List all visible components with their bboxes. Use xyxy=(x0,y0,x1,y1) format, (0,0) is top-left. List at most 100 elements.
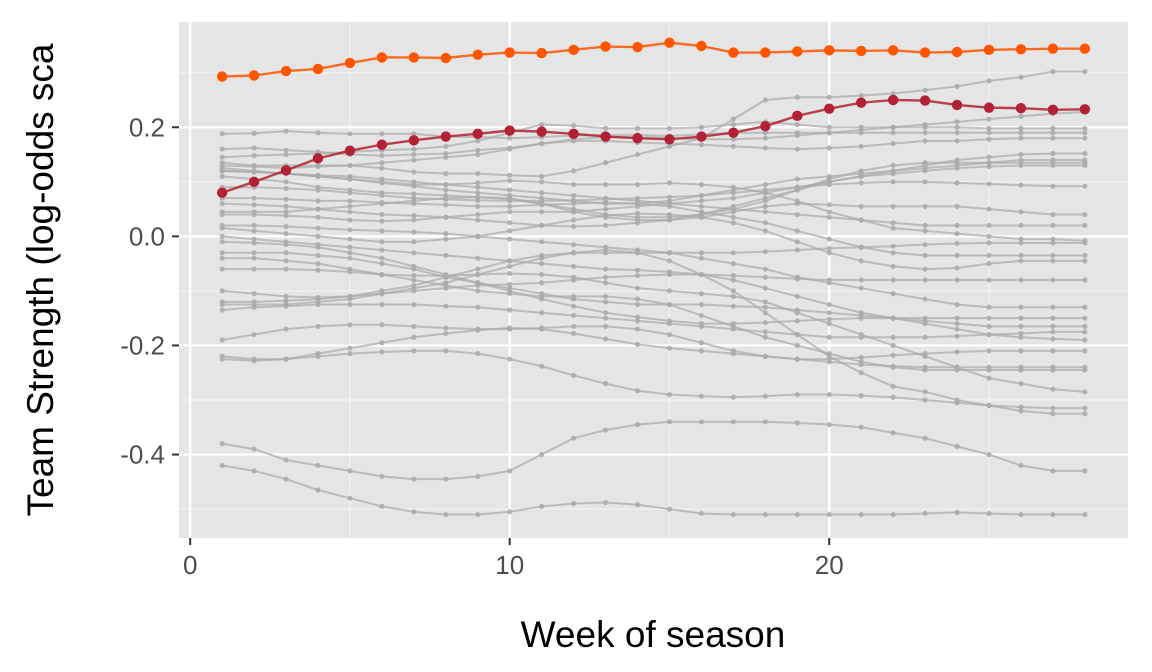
background-series-point xyxy=(954,130,960,136)
background-series-point xyxy=(954,180,960,186)
background-series-point xyxy=(315,172,321,178)
background-series-point xyxy=(219,255,225,261)
highlighted-series-point xyxy=(919,95,931,106)
background-series-point xyxy=(730,250,736,256)
highlighted-series-point xyxy=(951,99,963,111)
background-series-point xyxy=(539,198,545,204)
background-series-point xyxy=(922,222,928,229)
background-series-point xyxy=(986,323,992,329)
background-series-point xyxy=(730,303,736,309)
background-series-point xyxy=(698,419,705,425)
highlighted-series-point xyxy=(344,145,356,156)
background-series-point xyxy=(539,310,545,316)
background-series-point xyxy=(826,321,832,327)
highlighted-series-point xyxy=(568,128,579,140)
background-series-point xyxy=(475,138,481,144)
background-series-point xyxy=(890,171,896,177)
background-series-point xyxy=(219,307,225,313)
highlighted-series-point xyxy=(536,47,547,59)
background-series-point xyxy=(954,252,960,259)
background-series-point xyxy=(858,180,864,186)
background-series-point xyxy=(634,301,641,308)
background-series-point xyxy=(219,225,225,231)
background-series-point xyxy=(954,222,960,229)
background-series-point xyxy=(411,146,417,152)
background-series-line xyxy=(221,420,1085,481)
background-series-point xyxy=(666,391,673,398)
background-series-point xyxy=(986,154,992,160)
background-series-point xyxy=(890,263,896,269)
background-series-point xyxy=(379,271,385,278)
background-series-line xyxy=(222,249,1085,415)
background-series-point xyxy=(539,121,545,128)
background-series-point xyxy=(762,228,768,234)
background-series-point xyxy=(730,261,736,267)
background-series-point xyxy=(634,502,641,508)
background-series-point xyxy=(858,168,864,174)
background-series-point xyxy=(602,499,609,506)
background-series-point xyxy=(507,146,513,152)
background-series-point xyxy=(698,203,705,209)
background-series-point xyxy=(379,160,385,166)
background-series-point xyxy=(1082,405,1088,411)
background-series-point xyxy=(443,476,449,482)
background-series-point xyxy=(219,211,225,218)
background-series-point xyxy=(379,503,385,509)
background-series-point xyxy=(411,229,417,235)
background-series-point xyxy=(890,363,896,369)
highlighted-series-point xyxy=(504,47,515,58)
background-series-point xyxy=(219,250,225,256)
background-series-point xyxy=(858,244,864,250)
background-series-point xyxy=(443,325,449,331)
background-series-point xyxy=(730,293,736,299)
background-series-line xyxy=(222,349,1085,410)
background-series-point xyxy=(890,277,896,283)
background-series-line xyxy=(222,130,1085,140)
background-series-line xyxy=(222,152,1085,223)
highlighted-series-point xyxy=(1079,104,1091,115)
background-series-point xyxy=(666,125,673,131)
background-series-point xyxy=(986,331,992,338)
background-series-point xyxy=(411,151,417,158)
background-series-point xyxy=(443,187,449,193)
background-series-point xyxy=(890,430,896,436)
background-series-point xyxy=(1018,209,1024,215)
background-series-point xyxy=(219,168,225,174)
background-series-point xyxy=(1050,252,1056,259)
background-series-point xyxy=(602,222,609,229)
background-series-point xyxy=(698,321,705,327)
background-series-point xyxy=(602,310,609,316)
background-series-point xyxy=(347,269,353,275)
background-series-point xyxy=(347,250,353,256)
background-series-point xyxy=(986,510,992,517)
background-series-point xyxy=(251,250,257,256)
background-series-point xyxy=(762,511,768,518)
background-series-line xyxy=(222,196,1085,221)
background-series-point xyxy=(986,252,992,259)
background-series-point xyxy=(251,211,257,218)
background-series-point xyxy=(730,277,736,283)
background-series-point xyxy=(730,394,736,400)
background-series-point xyxy=(475,327,481,333)
background-series-point xyxy=(219,201,225,207)
highlighted-series-point xyxy=(312,63,324,75)
highlighted-series-point xyxy=(280,65,292,77)
background-series-point xyxy=(219,462,225,469)
highlighted-series-point xyxy=(504,125,515,136)
background-series-point xyxy=(826,214,832,220)
highlighted-series-point xyxy=(408,135,420,146)
highlighted-series-point xyxy=(440,52,452,64)
background-series-point xyxy=(890,291,896,297)
background-series-point xyxy=(251,236,257,242)
background-series-point xyxy=(1082,323,1088,329)
background-series-point xyxy=(762,285,768,291)
background-series-point xyxy=(922,121,928,128)
background-series-point xyxy=(730,419,736,425)
background-series-point xyxy=(890,130,896,136)
background-series-point xyxy=(571,263,577,269)
background-series-point xyxy=(858,258,864,264)
highlighted-series-point xyxy=(248,176,260,188)
background-series-point xyxy=(602,323,609,329)
background-series-point xyxy=(539,141,545,147)
background-series-point xyxy=(443,280,449,286)
